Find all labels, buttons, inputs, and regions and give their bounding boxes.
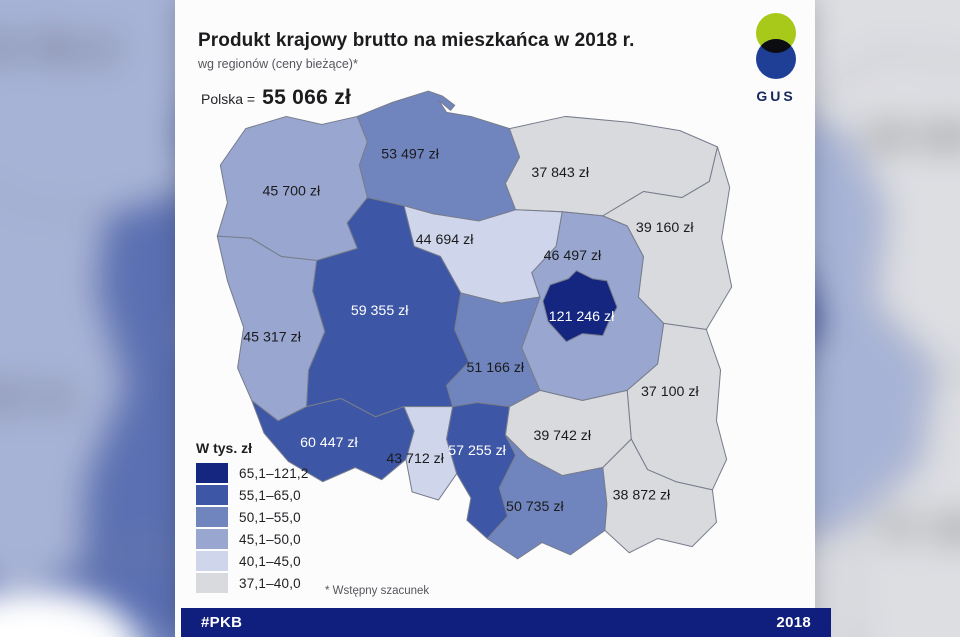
map-region-value-south-west: 60 447 zł bbox=[300, 435, 358, 451]
page-title: Produkt krajowy brutto na mieszkańca w 2… bbox=[198, 30, 635, 51]
legend-row-6: 37,1–40,0 bbox=[196, 573, 309, 593]
background-white-blob bbox=[0, 588, 140, 637]
map-region-value-east-central: 46 497 zł bbox=[544, 248, 602, 264]
footer-year: 2018 bbox=[776, 614, 811, 631]
footer-hashtag: #PKB bbox=[201, 614, 243, 631]
map-region-value-south-west-central: 43 712 zł bbox=[386, 451, 444, 467]
legend-title: W tys. zł bbox=[196, 440, 253, 456]
legend-range-label-2: 55,1–65,0 bbox=[239, 487, 301, 503]
poland-map: 45 700 zł 53 497 zł 37 843 zł 39 160 zł 44 6… bbox=[216, 90, 733, 560]
map-region-value-west: 45 317 zł bbox=[243, 329, 301, 345]
gus-logo-text: GUS bbox=[756, 88, 796, 104]
map-region-value-east-north: 39 160 zł bbox=[636, 220, 694, 236]
map-region-west bbox=[0, 192, 127, 600]
map-region-value-south-east: 38 872 zł bbox=[613, 488, 671, 504]
page-subtitle: wg regionów (ceny bieżące)* bbox=[198, 57, 358, 71]
infographic-panel: Produkt krajowy brutto na mieszkańca w 2… bbox=[175, 0, 831, 637]
map-region-value-east: 37 100 zł bbox=[641, 384, 699, 400]
map-region-value-north-central: 44 694 zł bbox=[416, 232, 474, 248]
legend-range-label-3: 50,1–55,0 bbox=[239, 509, 301, 525]
legend-swatch-4 bbox=[196, 529, 228, 549]
gus-logo: GUS bbox=[747, 10, 805, 104]
legend-range-label-4: 45,1–50,0 bbox=[239, 531, 301, 547]
map-region-value-north-east: 37 843 zł bbox=[531, 165, 589, 181]
legend-swatch-3 bbox=[196, 507, 228, 527]
legend-range-label-6: 37,1–40,0 bbox=[239, 575, 301, 591]
country-reference-value: 55 066 zł bbox=[262, 86, 352, 109]
map-region-value-north-west: 45 700 zł bbox=[0, 31, 115, 69]
country-reference: Polska = 55 066 zł bbox=[201, 86, 351, 110]
map-region-value-capital-region: 121 246 zł bbox=[549, 309, 615, 325]
map-region-value-north-west: 45 700 zł bbox=[263, 183, 321, 199]
legend: W tys. zł 65,1–121,2 55,1–65,0 50,1–55,0 45… bbox=[196, 440, 309, 595]
legend-swatch-6 bbox=[196, 573, 228, 593]
legend-range-label-5: 40,1–45,0 bbox=[239, 553, 301, 569]
map-region-value-south: 50 735 zł bbox=[506, 499, 564, 515]
map-region-capital-region bbox=[542, 270, 618, 343]
country-reference-label: Polska = bbox=[201, 91, 256, 107]
legend-row-5: 40,1–45,0 bbox=[196, 551, 309, 571]
logo-overlap-icon bbox=[756, 39, 796, 53]
legend-row-4: 45,1–50,0 bbox=[196, 529, 309, 549]
legend-row-1: 65,1–121,2 bbox=[196, 463, 309, 483]
map-region-value-west-central: 59 355 zł bbox=[351, 303, 409, 319]
map-region-south bbox=[486, 434, 608, 560]
legend-range-label-1: 65,1–121,2 bbox=[239, 465, 309, 481]
map-region-south-east bbox=[602, 438, 717, 554]
legend-swatch-1 bbox=[196, 463, 228, 483]
footnote: * Wstępny szacunek bbox=[325, 585, 430, 597]
legend-rows: 65,1–121,2 55,1–65,0 50,1–55,0 45,1–50,0 40,… bbox=[196, 463, 309, 593]
map-region-value-north: 53 497 zł bbox=[381, 147, 439, 163]
map-region-value-south-east-central: 39 742 zł bbox=[533, 428, 591, 444]
map-region-value-south-central: 57 255 zł bbox=[448, 443, 506, 459]
legend-row-3: 50,1–55,0 bbox=[196, 507, 309, 527]
gus-logo-graphic bbox=[756, 13, 796, 79]
map-region-value-east-north: 39 160 zł bbox=[868, 118, 960, 156]
legend-row-2: 55,1–65,0 bbox=[196, 485, 309, 505]
map-region-value-central: 51 166 zł bbox=[466, 360, 524, 376]
map-region-value-east: 37 100 zł bbox=[880, 510, 960, 548]
map-region-east bbox=[845, 365, 960, 637]
legend-swatch-2 bbox=[196, 485, 228, 505]
map-region-value-west: 45 317 zł bbox=[0, 379, 69, 417]
footer-bar: #PKB 2018 bbox=[181, 608, 831, 637]
legend-swatch-5 bbox=[196, 551, 228, 571]
